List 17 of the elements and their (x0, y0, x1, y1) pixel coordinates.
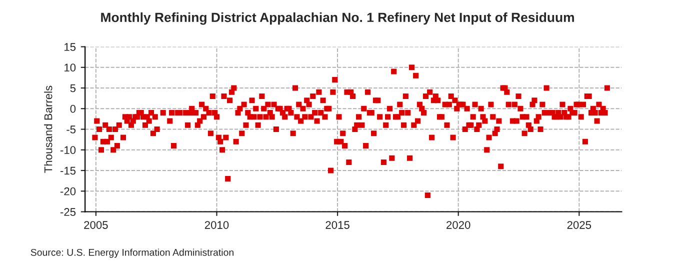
y-tick-label: -15 (60, 166, 76, 175)
x-tick-label: 2020 (446, 221, 470, 229)
y-tick-label: 10 (64, 64, 76, 72)
x-tick-label: 2010 (204, 221, 229, 229)
y-tick-label: -25 (60, 208, 76, 216)
chart-title: Monthly Refining District Appalachian No. 1 Refinery Net Input of Residuum (101, 12, 574, 25)
y-tick-label: -10 (60, 146, 76, 154)
x-tick-label: 2015 (326, 221, 350, 229)
y-tick-label: 0 (70, 104, 76, 113)
y-tick-label: -20 (60, 187, 76, 196)
y-tick-label: 5 (70, 84, 76, 92)
x-tick-label: 2025 (567, 221, 592, 229)
source-note: Source: U.S. Energy Information Administration (30, 248, 234, 258)
y-axis-title: Thousand Barrels (44, 86, 52, 173)
x-tick-label: 2005 (84, 221, 108, 229)
y-tick-label: 15 (64, 43, 76, 51)
y-tick-label: -5 (66, 126, 76, 134)
